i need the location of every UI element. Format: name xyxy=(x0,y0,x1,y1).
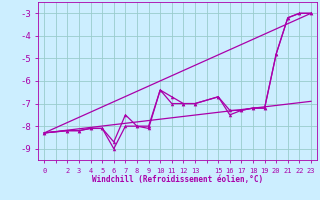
X-axis label: Windchill (Refroidissement éolien,°C): Windchill (Refroidissement éolien,°C) xyxy=(92,175,263,184)
